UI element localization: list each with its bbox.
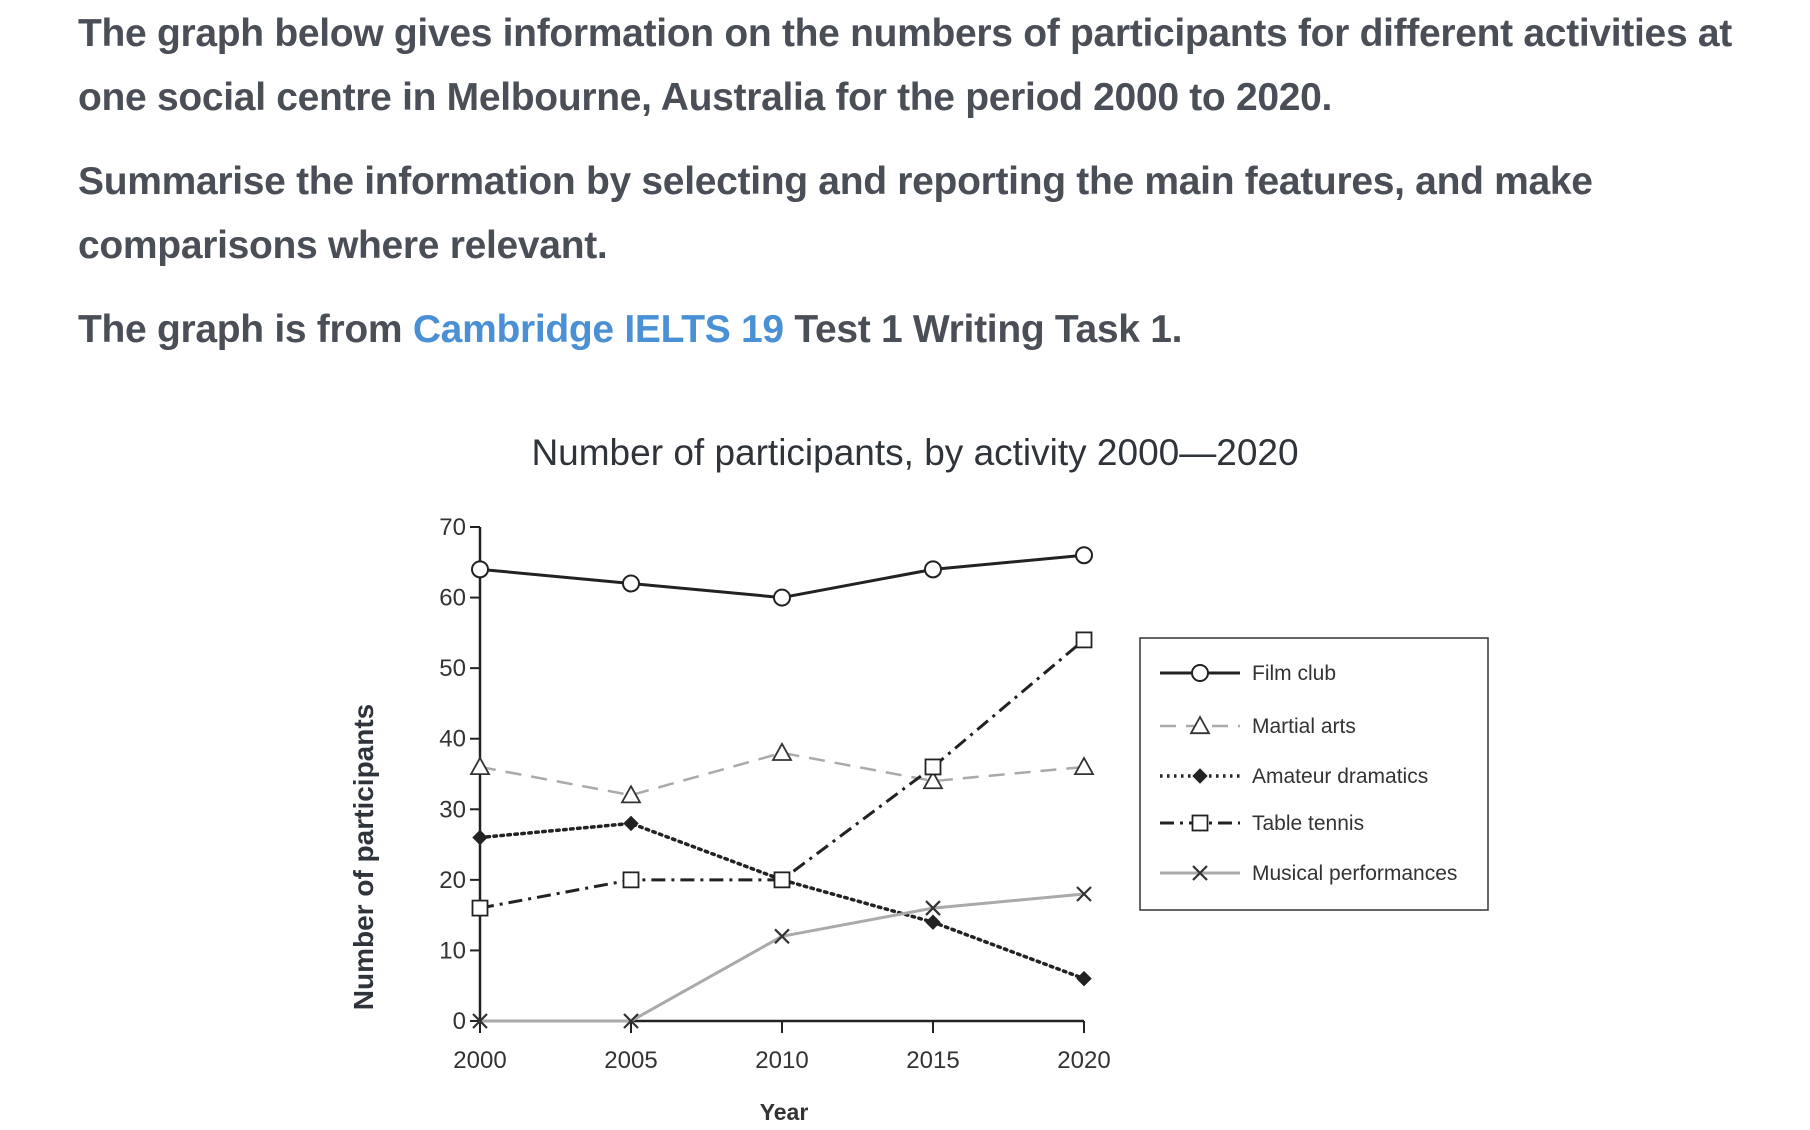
x-tick-label: 2000 [453,1047,506,1074]
legend-label-musical-performances: Musical performances [1252,862,1457,885]
chart-title: Number of participants, by activity 2000… [531,432,1298,473]
y-tick-label: 50 [439,655,466,682]
source-prefix: The graph is from [78,308,413,351]
legend-label-amateur-dramatics: Amateur dramatics [1252,765,1428,788]
data-point-film-club [471,560,489,579]
y-tick-label: 70 [439,514,466,541]
legend-item-martial-arts: Martial arts [1160,715,1356,738]
legend-label-film-club: Film club [1252,662,1336,685]
series-line-musical-performances [480,892,1085,1023]
data-point-table-tennis [924,758,942,776]
data-point-film-club [622,574,640,593]
data-point-amateur-dramatics [925,914,941,930]
data-point-musical-performances [774,928,790,945]
data-point-martial-arts [620,784,642,804]
data-point-film-club [1075,546,1093,565]
legend-item-musical-performances: Musical performances [1160,862,1457,885]
legend-item-amateur-dramatics: Amateur dramatics [1160,765,1428,788]
data-point-musical-performances [1076,886,1092,902]
data-point-film-club [773,588,791,607]
data-point-table-tennis [1075,631,1093,649]
source-note: The graph is from Cambridge IELTS 19 Tes… [78,298,1758,362]
task-instruction: Summarise the information by selecting a… [78,160,1593,267]
series-line-amateur-dramatics [478,821,1086,981]
x-tick-label: 2005 [604,1047,657,1074]
y-tick-label: 10 [439,937,466,964]
data-point-table-tennis [622,871,640,889]
y-tick-label: 60 [439,585,466,612]
legend-label-table-tennis: Table tennis [1252,812,1364,835]
y-tick-label: 0 [453,1008,466,1035]
task-intro: The graph below gives information on the… [78,0,1758,362]
legend-marker-table-tennis [1191,814,1209,832]
y-tick-label: 20 [439,867,466,894]
data-point-table-tennis [471,899,489,917]
y-axis-title: Number of participants [348,704,379,1010]
task-description: The graph below gives information on the… [78,12,1732,119]
data-point-amateur-dramatics [472,829,488,846]
data-point-table-tennis [773,871,791,889]
source-suffix: Test 1 Writing Task 1. [783,308,1183,351]
legend-marker-musical-performances [1192,865,1208,881]
legend-marker-amateur-dramatics [1192,768,1208,784]
data-point-martial-arts [469,756,491,776]
series-line-table-tennis [479,638,1085,910]
x-axis-title: Year [760,1099,809,1125]
legend-item-film-club: Film club [1160,662,1336,685]
data-point-martial-arts [1073,756,1095,776]
data-point-amateur-dramatics [623,815,639,832]
legend-item-table-tennis: Table tennis [1160,812,1364,835]
x-tick-label: 2010 [755,1047,808,1074]
data-point-musical-performances [925,900,941,916]
series-lines [478,553,1086,1023]
x-tick-label: 2020 [1057,1047,1110,1074]
series-markers [469,546,1095,1029]
chart-legend: Film club Martial arts Amateur dramatics Ta… [1139,637,1489,911]
legend-marker-martial-arts [1189,715,1211,735]
x-tick-label: 2015 [906,1047,959,1074]
y-tick-label: 40 [439,726,466,753]
y-tick-label: 30 [439,796,466,823]
data-point-amateur-dramatics [1076,970,1092,987]
data-point-martial-arts [922,770,944,790]
data-point-musical-performances [623,1013,639,1029]
data-point-musical-performances [472,1013,488,1029]
legend-marker-film-club [1191,664,1209,682]
data-point-film-club [924,560,942,579]
data-point-martial-arts [771,741,793,761]
cambridge-ielts-link[interactable]: Cambridge IELTS 19 [412,308,784,351]
legend-label-martial-arts: Martial arts [1252,715,1356,738]
